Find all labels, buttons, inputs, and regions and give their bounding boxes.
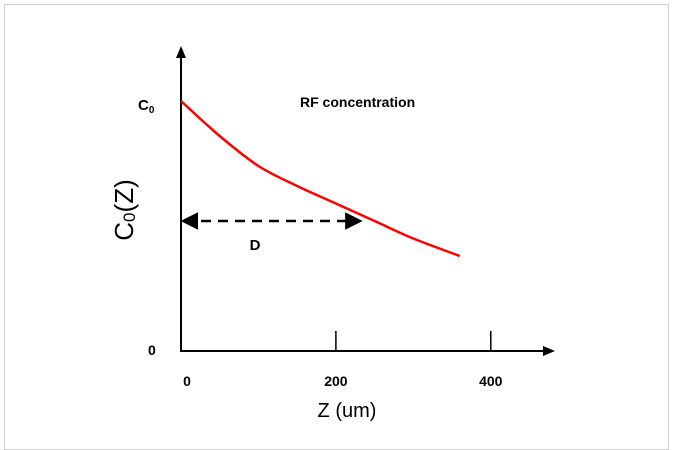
y-axis-arrowhead (176, 46, 186, 58)
y-zero-label: 0 (148, 342, 156, 358)
rf-concentration-annotation: RF concentration (300, 94, 415, 110)
d-arrow-label: D (250, 237, 261, 254)
x-tick-label: 200 (324, 373, 348, 389)
x-ticks: 0 200 400 (183, 331, 503, 389)
y-axis-title: C0(Z) (109, 179, 139, 240)
x-tick-label: 0 (183, 373, 191, 389)
concentration-curve (180, 100, 461, 258)
x-tick-label: 400 (479, 373, 503, 389)
x-axis-title: Z (um) (318, 400, 377, 422)
x-axis-arrowhead (543, 346, 555, 356)
y-top-label: C0 (138, 97, 155, 116)
